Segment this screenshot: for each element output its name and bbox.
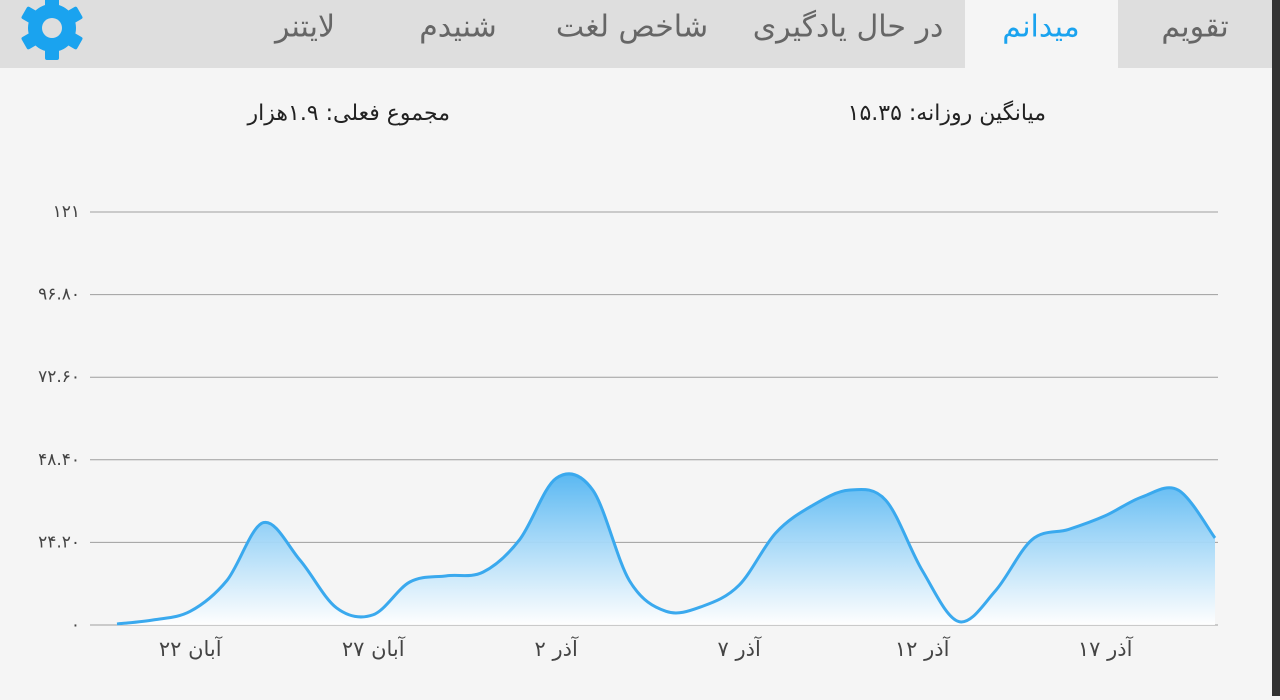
settings-icon[interactable] <box>21 0 83 60</box>
y-tick-label: ۹۶.۸۰ <box>38 285 80 305</box>
tab[interactable]: لایتنر <box>273 10 335 45</box>
x-tick-label: ۱۷ آذر <box>1078 636 1134 661</box>
active-tab-bg <box>965 0 1118 68</box>
x-tick-label: ۱۲ آذر <box>895 636 951 661</box>
y-tick-label: ۴۸.۴۰ <box>38 450 80 470</box>
y-tick-label: ۲۴.۲۰ <box>38 532 80 552</box>
current-total: مجموع فعلی: ۱.۹هزار <box>247 101 450 126</box>
line <box>116 472 1217 626</box>
tab[interactable]: در حال یادگیری <box>753 10 944 45</box>
x-tick-label: ۲۷ آبان <box>342 636 406 661</box>
x-tick-label: ۷ آذر <box>718 636 762 661</box>
y-tick-label: ۱۲۱ <box>53 202 80 222</box>
tab[interactable]: شنیدم <box>419 10 497 45</box>
tab[interactable]: شاخص لغت <box>556 10 708 45</box>
daily-average: میانگین روزانه: ۱۵.۳۵ <box>848 100 1046 126</box>
x-tick-label: ۲ آذر <box>535 636 579 661</box>
x-tick-label: ۲۲ آبان <box>159 636 223 661</box>
y-tick-label: ۷۲.۶۰ <box>38 367 80 387</box>
tab[interactable]: میدانم <box>1002 10 1080 45</box>
edge <box>1272 0 1280 696</box>
area <box>117 473 1215 625</box>
tab[interactable]: تقویم <box>1161 10 1228 45</box>
y-tick-label: ۰ <box>71 615 80 635</box>
